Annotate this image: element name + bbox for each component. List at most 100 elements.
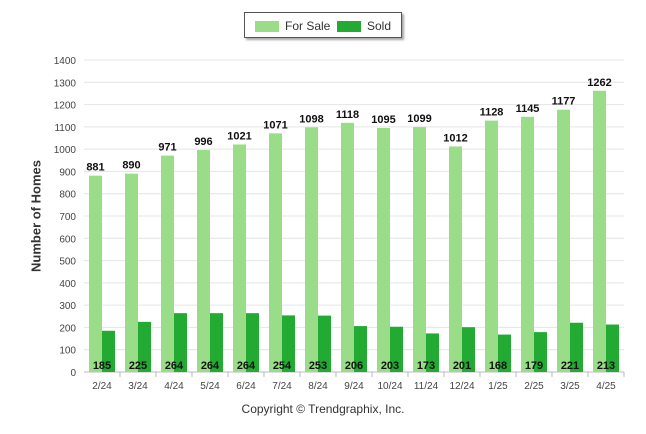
data-label-for-sale: 1071: [263, 119, 287, 131]
bar-sold: [282, 315, 295, 372]
x-tick-label: 9/24: [344, 381, 364, 392]
legend-item-sold[interactable]: Sold: [337, 19, 391, 33]
bar-sold: [606, 324, 619, 372]
bar-for-sale: [593, 90, 606, 373]
y-tick-label: 1200: [54, 101, 77, 112]
data-label-for-sale: 1177: [552, 96, 576, 108]
bar-sold: [354, 326, 367, 372]
data-label-sold: 203: [381, 360, 399, 372]
y-tick-label: 800: [59, 190, 76, 201]
data-label-sold: 213: [597, 360, 615, 372]
y-tick-label: 1400: [54, 56, 77, 67]
bar-for-sale: [377, 127, 390, 372]
bar-sold: [102, 330, 115, 372]
y-tick-label: 0: [70, 368, 76, 379]
x-tick-label: 4/25: [596, 381, 616, 392]
legend-swatch-for-sale: [255, 20, 279, 32]
y-tick-label: 600: [59, 234, 76, 245]
data-label-for-sale: 1099: [407, 113, 431, 125]
x-tick-label: 7/24: [272, 381, 292, 392]
data-label-sold: 264: [165, 360, 184, 372]
data-label-sold: 185: [93, 360, 111, 372]
y-tick-label: 700: [59, 212, 76, 223]
bar-sold: [138, 321, 151, 372]
data-label-for-sale: 1098: [299, 113, 323, 125]
bar-for-sale: [485, 120, 498, 372]
chart-legend: For Sale Sold: [244, 12, 402, 38]
y-axis-title: Number of Homes: [28, 160, 44, 272]
bar-for-sale: [89, 175, 102, 372]
x-tick-label: 1/25: [488, 381, 508, 392]
y-tick-label: 1300: [54, 78, 77, 89]
data-label-sold: 168: [489, 360, 507, 372]
bar-for-sale: [413, 127, 426, 372]
y-tick-label: 1100: [54, 123, 76, 134]
data-label-for-sale: 881: [86, 162, 104, 174]
data-label-sold: 201: [453, 360, 471, 372]
bar-for-sale: [161, 155, 174, 372]
data-label-for-sale: 1012: [443, 132, 467, 144]
bar-sold: [426, 333, 439, 372]
bar-for-sale: [305, 127, 318, 372]
x-tick-label: 3/25: [560, 381, 580, 392]
y-tick-label: 500: [59, 257, 76, 268]
data-label-for-sale: 890: [122, 160, 140, 172]
data-label-for-sale: 1095: [371, 114, 395, 126]
legend-label-sold: Sold: [367, 19, 392, 33]
x-tick-label: 10/24: [377, 381, 402, 392]
bar-for-sale: [449, 146, 462, 372]
bar-sold: [390, 326, 403, 372]
legend-item-for-sale[interactable]: For Sale: [255, 19, 330, 33]
bar-sold: [570, 322, 583, 372]
bar-sold: [246, 313, 259, 372]
data-label-for-sale: 1145: [516, 103, 540, 115]
y-tick-label: 200: [59, 323, 76, 334]
x-tick-label: 12/24: [449, 381, 474, 392]
x-tick-label: 2/24: [92, 381, 112, 392]
y-tick-label: 300: [59, 301, 76, 312]
data-label-for-sale: 1021: [227, 130, 251, 142]
data-label-sold: 264: [201, 360, 220, 372]
bar-for-sale: [125, 173, 138, 372]
bar-for-sale: [557, 109, 570, 372]
bar-for-sale: [341, 122, 354, 373]
data-label-for-sale: 1118: [336, 109, 359, 121]
bar-sold: [498, 334, 511, 372]
x-tick-label: 4/24: [164, 381, 184, 392]
data-label-sold: 173: [417, 360, 435, 372]
bar-sold: [210, 313, 223, 372]
bar-for-sale: [269, 133, 282, 372]
x-tick-label: 3/24: [128, 381, 148, 392]
bar-sold: [318, 315, 331, 372]
bar-for-sale: [197, 150, 210, 372]
data-label-sold: 253: [309, 360, 327, 372]
data-label-for-sale: 1262: [587, 77, 611, 89]
bar-sold: [174, 313, 187, 372]
data-label-sold: 221: [561, 360, 579, 372]
bar-for-sale: [521, 116, 534, 372]
x-tick-label: 6/24: [236, 381, 256, 392]
data-label-sold: 179: [525, 360, 543, 372]
copyright-text: Copyright © Trendgraphix, Inc.: [241, 402, 405, 416]
data-label-sold: 225: [129, 360, 147, 372]
data-label-sold: 254: [273, 360, 292, 372]
x-tick-label: 5/24: [200, 381, 220, 392]
y-tick-label: 900: [59, 167, 76, 178]
x-tick-label: 11/24: [414, 381, 439, 392]
y-tick-label: 400: [59, 279, 76, 290]
bar-sold: [462, 327, 475, 372]
y-tick-label: 1000: [54, 145, 77, 156]
legend-label-for-sale: For Sale: [285, 19, 331, 33]
bar-sold: [534, 332, 547, 372]
bar-for-sale: [233, 144, 246, 372]
data-label-sold: 264: [237, 360, 256, 372]
y-tick-label: 100: [59, 346, 76, 357]
legend-swatch-sold: [337, 20, 361, 32]
x-tick-label: 8/24: [308, 381, 328, 392]
x-tick-label: 2/25: [524, 381, 544, 392]
data-label-for-sale: 996: [194, 136, 212, 148]
data-label-for-sale: 971: [158, 142, 176, 154]
data-label-sold: 206: [345, 360, 363, 372]
data-label-for-sale: 1128: [480, 107, 504, 119]
